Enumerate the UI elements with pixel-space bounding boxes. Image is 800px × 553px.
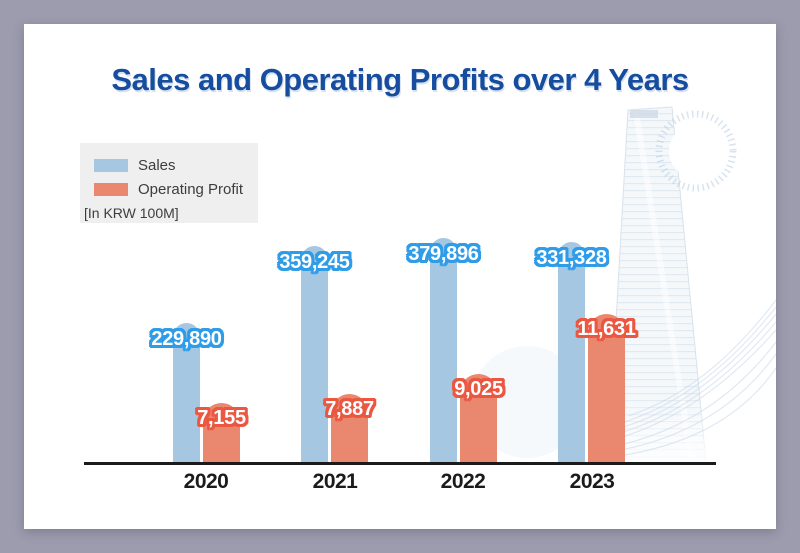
operating-profit-bar-2021: 7,887 xyxy=(325,394,374,464)
x-axis-label-2020: 2020 xyxy=(183,470,229,493)
sales-value-label-2022: 379,896 xyxy=(408,243,479,265)
sales-bar-2022: 379,896 xyxy=(408,238,479,464)
sales-bar-2021: 359,245 xyxy=(279,246,350,464)
sales-bar-2023: 331,328 xyxy=(536,242,607,464)
operating-profit-value-label-2020: 7,155 xyxy=(197,407,246,429)
sales-value-label-2021: 359,245 xyxy=(279,251,350,273)
operating-profit-value-label-2023: 11,631 xyxy=(577,318,636,340)
legend-label-sales: Sales xyxy=(138,156,176,174)
operating-profit-bar-2020: 7,155 xyxy=(197,403,246,464)
x-axis-label-2021: 2021 xyxy=(312,470,358,493)
chart-card: Sales and Operating Profits over 4 Years… xyxy=(24,24,776,529)
legend-item-sales: Sales xyxy=(94,153,258,177)
sales-value-label-2023: 331,328 xyxy=(536,247,607,269)
sales-value-label-2020: 229,890 xyxy=(151,328,222,350)
bar-chart: 229,890 359,245 379,896 331,328 7,155 7,… xyxy=(24,24,776,529)
x-axis-label-2022: 2022 xyxy=(440,470,486,493)
unit-note: [In KRW 100M] xyxy=(84,205,179,221)
x-axis-label-2023: 2023 xyxy=(569,470,615,493)
operating-profit-color-swatch xyxy=(94,182,128,196)
chart-title: Sales and Operating Profits over 4 Years xyxy=(111,62,689,97)
sales-color-swatch xyxy=(94,158,128,172)
legend-item-operating-profit: Operating Profit xyxy=(94,177,258,201)
x-axis-line xyxy=(84,462,716,465)
chart-legend: Sales Operating Profit [In KRW 100M] xyxy=(80,143,258,223)
sales-bar-2020: 229,890 xyxy=(151,323,222,464)
legend-label-operating-profit: Operating Profit xyxy=(138,180,244,198)
operating-profit-value-label-2021: 7,887 xyxy=(325,398,374,420)
operating-profit-bar-2022: 9,025 xyxy=(454,374,503,464)
operating-profit-value-label-2022: 9,025 xyxy=(454,378,503,400)
operating-profit-bar-2023: 11,631 xyxy=(577,314,636,464)
